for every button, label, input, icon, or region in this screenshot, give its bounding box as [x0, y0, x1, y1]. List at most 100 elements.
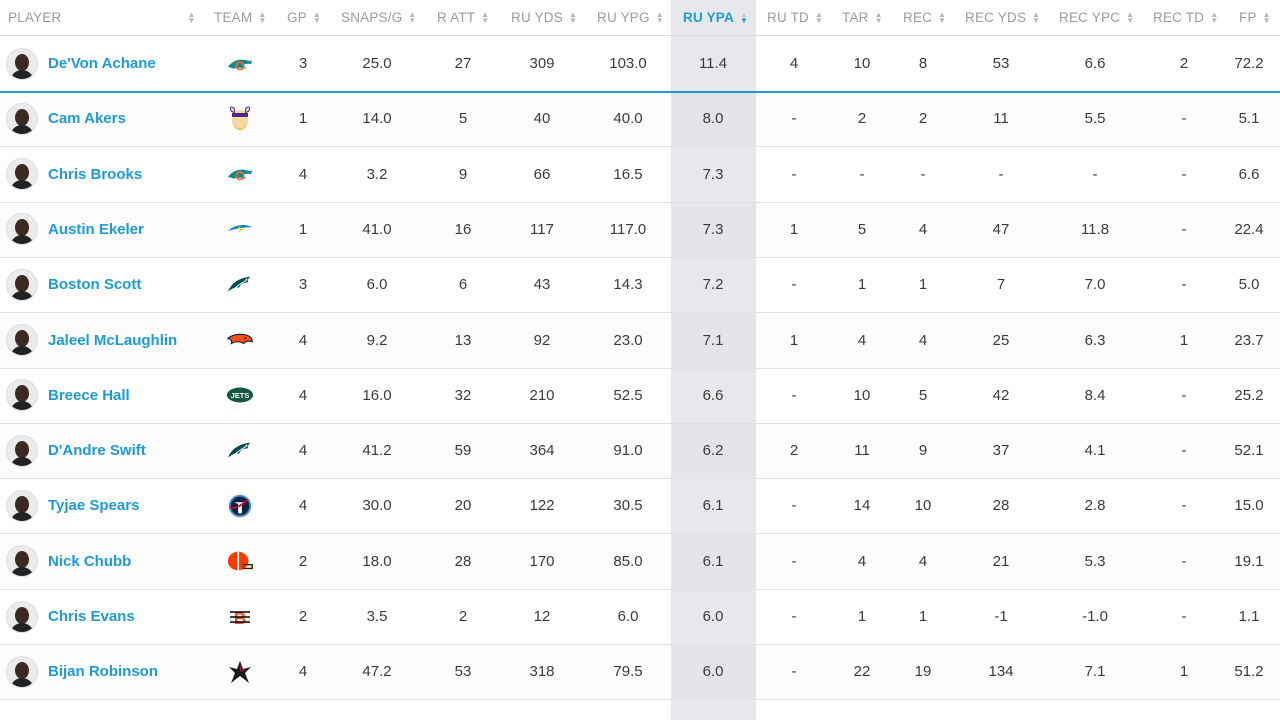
cell-ratt: 53 [454, 663, 472, 681]
team-cell: JETS [225, 368, 255, 423]
cell-ruypg: 40.0 [613, 110, 643, 128]
sort-arrows-icon[interactable]: ▲ ▼ [655, 9, 664, 25]
table-row[interactable]: Cam Akers 1 14.0 5 40 40.0 8.0 - 2 2 11 5.5 - 5.1 [0, 91, 1280, 148]
column-header-team[interactable]: TEAM ▲ ▼ [214, 0, 266, 35]
player-name-link[interactable]: Tyjae Spears [48, 497, 140, 515]
sort-arrows-icon[interactable]: ▲ ▼ [1126, 9, 1135, 25]
table-row[interactable]: Boston Scott 3 6.0 6 43 14.3 7.2 - 1 1 7 7.0 - 5.0 [0, 257, 1280, 314]
team-cell [225, 423, 255, 478]
column-header-snaps[interactable]: SNAPS/G ▲ ▼ [341, 0, 417, 35]
player-name-link[interactable]: Austin Ekeler [48, 220, 144, 238]
player-name-link[interactable]: Jaleel McLaughlin [48, 331, 178, 349]
column-header-ratt[interactable]: R ATT ▲ ▼ [437, 0, 489, 35]
sort-arrows-icon[interactable]: ▲ ▼ [568, 9, 578, 25]
column-header-label: RU TD [767, 10, 810, 25]
table-row[interactable]: Chris Evans B 2 3.5 2 12 6.0 6.0-1 1 -1 -1.0-1.1 [0, 589, 1280, 645]
sort-arrows-icon[interactable]: ▲ ▼ [1210, 9, 1219, 25]
cell-ruypa: 7.2 [702, 276, 724, 294]
cell-rec: 2 [918, 110, 928, 128]
cell-ruyds: 318 [529, 663, 555, 681]
sort-arrows-icon[interactable]: ▲ ▼ [938, 9, 947, 25]
cell-recypc: 7.1 [1084, 663, 1106, 681]
column-header-ruypa[interactable]: RU YPA ▲ ▼ [683, 0, 748, 35]
cell-recyds: 28 [992, 497, 1010, 515]
sort-arrows-icon[interactable]: ▲ ▼ [1032, 9, 1041, 25]
player-name-link[interactable]: Bijan Robinson [48, 663, 158, 681]
table-row[interactable]: Tyjae Spears 4 30.0 20 122 30.5 6.1 - 14 10 28 2.8 -… [0, 478, 1280, 535]
cell-recyds: 25 [992, 331, 1010, 349]
column-header-rectd[interactable]: REC TD ▲ ▼ [1153, 0, 1218, 35]
cell-ruypg: 103.0 [609, 55, 647, 72]
column-header-player[interactable]: PLAYER ▲ ▼ [8, 0, 196, 35]
sort-arrows-icon[interactable]: ▲ ▼ [408, 9, 417, 25]
avatar [6, 545, 38, 578]
cell-ruypa: 6.1 [702, 552, 724, 570]
cell-gp: 3 [298, 276, 308, 294]
cell-rec: - [920, 165, 926, 183]
cell-ratt: 20 [454, 497, 472, 515]
avatar [6, 268, 38, 301]
player-name-link[interactable]: Boston Scott [48, 276, 142, 294]
column-header-rutd[interactable]: RU TD ▲ ▼ [767, 0, 823, 35]
table-row[interactable]: Jaleel McLaughlin 4 9.2 13 92 23.0 7.1 1 4 4 25 6.3… [0, 313, 1280, 369]
sort-arrows-icon[interactable]: ▲ ▼ [187, 9, 196, 25]
cell-tar: 4 [857, 331, 867, 349]
cell-fp: 19.1 [1234, 552, 1264, 570]
column-header-tar[interactable]: TAR ▲ ▼ [842, 0, 883, 35]
sort-arrows-icon[interactable]: ▲ ▼ [481, 9, 490, 25]
table-row[interactable]: Nick Chubb 2 18.0 28 170 85.0 6.1 - 4 4 21 5.3 - 19.1 [0, 534, 1280, 590]
cell-gp: 4 [298, 386, 308, 404]
table-row[interactable]: Breece Hall JETS 4 16.0 32 210 52.5 6.6 - 10 5 42 8.… [0, 368, 1280, 424]
column-header-label: GP [287, 10, 307, 25]
titans-logo [226, 494, 254, 518]
avatar [6, 379, 38, 412]
column-header-rec[interactable]: REC ▲ ▼ [903, 0, 946, 35]
column-header-ruypg[interactable]: RU YPG ▲ ▼ [597, 0, 664, 35]
cell-snaps: 16.0 [362, 386, 392, 404]
player-name-link[interactable]: Chris Evans [48, 608, 135, 625]
player-name-link[interactable]: Cam Akers [48, 110, 126, 128]
sort-arrows-icon[interactable]: ▲ ▼ [739, 9, 749, 25]
player-name-link[interactable]: De'Von Achane [48, 55, 156, 72]
cell-fp: 22.4 [1234, 220, 1264, 238]
cell-recyds: 42 [992, 386, 1010, 404]
cell-snaps: 41.0 [362, 220, 392, 238]
avatar [6, 47, 38, 80]
column-header-recypc[interactable]: REC YPC ▲ ▼ [1059, 0, 1134, 35]
table-row[interactable]: Bijan Robinson 4 47.2 53 318 79.5 6.0 - 22 19 134 7… [0, 644, 1280, 701]
player-name-link[interactable]: D'Andre Swift [48, 442, 146, 460]
sort-arrows-icon[interactable]: ▲ ▼ [1262, 9, 1271, 25]
column-header-ruyds[interactable]: RU YDS ▲ ▼ [511, 0, 577, 35]
cell-rutd: 1 [789, 220, 799, 238]
table-row[interactable]: Chris Brooks 4 3.2 9 66 16.5 7.3 - - - - - - 6.6 [0, 147, 1280, 203]
column-header-fp[interactable]: FP ▲ ▼ [1239, 0, 1271, 35]
cell-tar: 14 [853, 497, 871, 515]
cell-rec: 1 [918, 608, 928, 625]
cell-ruypa: 8.0 [702, 110, 724, 128]
avatar [6, 324, 38, 356]
cell-recyds: 134 [988, 663, 1014, 681]
sort-arrows-icon[interactable]: ▲ ▼ [874, 9, 883, 25]
cell-ruyds: 309 [529, 55, 555, 72]
table-row[interactable]: Austin Ekeler 1 41.0 16 117 117.0 7.3 1 5 4 47 11.8… [0, 202, 1280, 258]
cell-snaps: 30.0 [362, 497, 392, 515]
cell-recypc: 2.8 [1084, 497, 1106, 515]
column-header-recyds[interactable]: REC YDS ▲ ▼ [965, 0, 1040, 35]
sort-arrows-icon[interactable]: ▲ ▼ [312, 9, 322, 25]
column-header-gp[interactable]: GP ▲ ▼ [287, 0, 321, 35]
sort-arrows-icon[interactable]: ▲ ▼ [815, 9, 824, 25]
player-name-link[interactable]: Breece Hall [48, 386, 130, 404]
cell-fp: 1.1 [1238, 608, 1260, 625]
cell-rectd: - [1181, 220, 1187, 238]
team-cell [225, 644, 255, 699]
player-name-link[interactable]: Nick Chubb [48, 552, 132, 570]
table-row[interactable]: De'Von Achane 3 25.0 27 309 103.0 11.4 4 10 8 53 6.… [0, 36, 1280, 93]
cell-ruypg: 79.5 [613, 663, 643, 681]
cell-rutd: 1 [789, 331, 799, 349]
cell-rutd: - [791, 386, 797, 404]
column-header-label: RU YPA [683, 10, 734, 25]
cell-ratt: 13 [454, 331, 472, 349]
player-name-link[interactable]: Chris Brooks [48, 165, 143, 183]
table-row[interactable]: D'Andre Swift 4 41.2 59 364 91.0 6.2 2 11 9 37 4.1 -… [0, 423, 1280, 480]
sort-arrows-icon[interactable]: ▲ ▼ [258, 9, 267, 25]
